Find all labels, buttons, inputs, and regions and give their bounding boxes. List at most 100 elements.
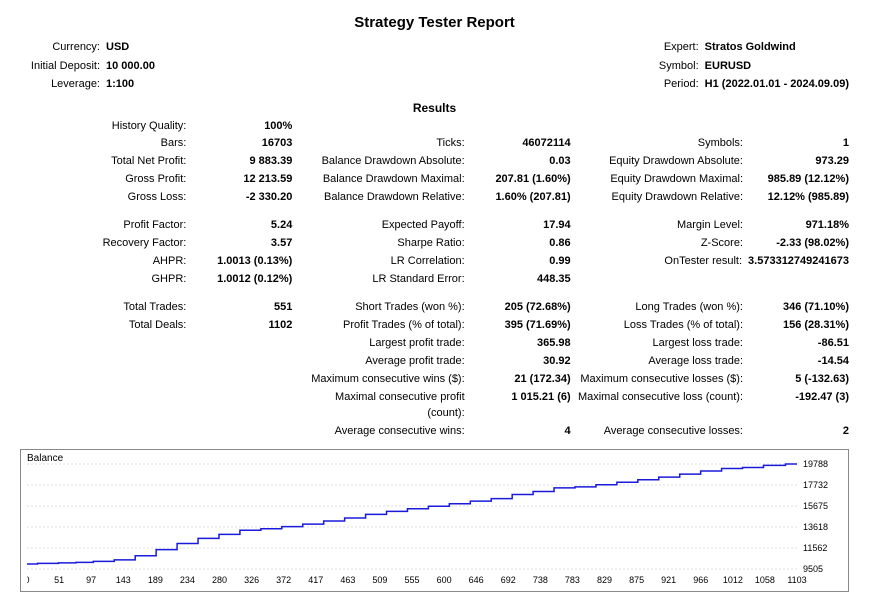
results-table: History Quality:100%Bars:16703Ticks:4607… [20,119,849,440]
table-cell [20,372,292,388]
svg-text:1058: 1058 [755,575,775,585]
table-cell: Recovery Factor: 3.57 [20,236,292,252]
cell-label: Ticks: [298,136,464,152]
cell-label: Equity Drawdown Maximal: [577,172,743,188]
svg-text:509: 509 [372,575,387,585]
table-cell: Total Trades: 551 [20,300,292,316]
svg-text:1012: 1012 [723,575,743,585]
cell-value: 5 (-132.63) [749,372,849,388]
kv-value: 10 000.00 [106,58,155,75]
cell-value: 0.99 [471,254,571,270]
cell-label: GHPR: [20,272,186,288]
table-cell: Maximal consecutive profit (count):1 015… [298,390,570,422]
cell-value: 973.29 [749,154,849,170]
svg-text:97: 97 [86,575,96,585]
cell-label: OnTester result: [577,254,742,270]
cell-value: -2.33 (98.02%) [749,236,849,252]
cell-value: 1.60% (207.81) [471,190,571,206]
table-cell [20,354,292,370]
cell-label: Gross Profit: [20,172,186,188]
table-cell: History Quality:100% [20,119,292,135]
cell-value: 9 883.39 [192,154,292,170]
cell-label: Balance Drawdown Maximal: [298,172,464,188]
table-cell: Average loss trade:-14.54 [577,354,849,370]
svg-text:372: 372 [276,575,291,585]
cell-value: 1 [749,136,849,152]
kv-row: Period:H1 (2022.01.01 - 2024.09.09) [649,76,849,93]
header-right: Expert: Stratos Goldwind Symbol:EURUSDPeri… [649,39,849,93]
balance-chart: Balance 19788177321567513618115629505051… [20,449,849,592]
svg-text:17732: 17732 [803,480,828,490]
cell-value: 971.18% [749,218,849,234]
table-cell: Total Deals:1102 [20,318,292,334]
svg-text:19788: 19788 [803,459,828,469]
table-cell: Sharpe Ratio:0.86 [298,236,570,252]
cell-label: Largest profit trade: [298,336,464,352]
cell-label: Maximum consecutive wins ($): [298,372,464,388]
table-cell: Profit Trades (% of total):395 (71.69%) [298,318,570,334]
cell-value: 207.81 (1.60%) [471,172,571,188]
cell-label: Sharpe Ratio: [298,236,464,252]
cell-label: Long Trades (won %): [577,300,743,316]
cell-value: -86.51 [749,336,849,352]
cell-value: 16703 [192,136,292,152]
cell-label: Total Trades: [20,300,186,316]
cell-value: 5.24 [192,218,292,234]
table-cell: Profit Factor:5.24 [20,218,292,234]
cell-value: 1.0012 (0.12%) [192,272,292,288]
cell-value: 448.35 [471,272,571,288]
table-cell: Z-Score:-2.33 (98.02%) [577,236,849,252]
svg-text:189: 189 [148,575,163,585]
table-cell: Symbols: 1 [577,136,849,152]
cell-value: 346 (71.10%) [749,300,849,316]
cell-value: 17.94 [471,218,571,234]
cell-label: Average consecutive wins: [298,424,464,440]
svg-text:738: 738 [533,575,548,585]
svg-text:143: 143 [116,575,131,585]
table-cell [298,119,570,135]
kv-value: USD [106,39,129,56]
cell-value: 30.92 [471,354,571,370]
cell-value: 985.89 (12.12%) [749,172,849,188]
table-cell: Maximal consecutive loss (count):-192.47… [577,390,849,422]
svg-text:13618: 13618 [803,522,828,532]
cell-label: Recovery Factor: [20,236,186,252]
cell-value: 2 [749,424,849,440]
table-cell: Loss Trades (% of total):156 (28.31%) [577,318,849,334]
kv-value: 1:100 [106,76,134,93]
table-cell: Average consecutive wins: 4 [298,424,570,440]
cell-value: 551 [192,300,292,316]
cell-label: Symbols: [577,136,743,152]
cell-value: 12 213.59 [192,172,292,188]
svg-text:921: 921 [661,575,676,585]
kv-label: Expert: [649,39,699,56]
cell-value: 1 015.21 (6) [471,390,571,422]
cell-value: 3.57 [192,236,292,252]
cell-value: 21 (172.34) [471,372,571,388]
table-cell: Average consecutive losses:2 [577,424,849,440]
cell-value: -2 330.20 [192,190,292,206]
cell-value: -14.54 [749,354,849,370]
table-cell: Equity Drawdown Maximal: 985.89 (12.12%) [577,172,849,188]
cell-label: Bars: [20,136,186,152]
svg-text:11562: 11562 [803,543,827,553]
cell-label: Maximum consecutive losses ($): [577,372,743,388]
cell-label: Balance Drawdown Absolute: [298,154,464,170]
kv-row: Currency:USD [20,39,155,56]
cell-label: Maximal consecutive loss (count): [577,390,743,422]
cell-label: Equity Drawdown Relative: [577,190,743,206]
kv-value: Stratos Goldwind [705,39,796,56]
cell-value: 4 [471,424,571,440]
svg-text:966: 966 [693,575,708,585]
table-cell: AHPR:1.0013 (0.13%) [20,254,292,270]
cell-label: Margin Level: [577,218,743,234]
cell-value: 156 (28.31%) [749,318,849,334]
cell-value: -192.47 (3) [749,390,849,422]
table-cell: GHPR: 1.0012 (0.12%) [20,272,292,288]
svg-text:600: 600 [437,575,452,585]
kv-row: Symbol:EURUSD [649,58,849,75]
cell-label: Equity Drawdown Absolute: [577,154,743,170]
table-cell: Equity Drawdown Absolute: 973.29 [577,154,849,170]
table-cell: Maximum consecutive losses ($): 5 (-132.6… [577,372,849,388]
table-cell: Balance Drawdown Maximal: 207.81 (1.60%) [298,172,570,188]
